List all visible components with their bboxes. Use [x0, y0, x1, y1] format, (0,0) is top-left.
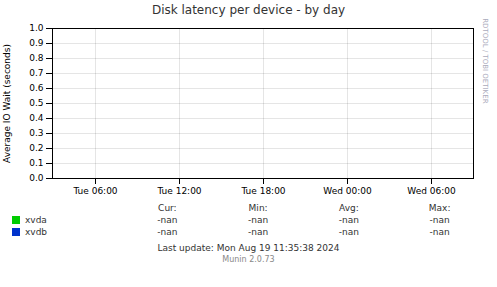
html-text:xvda: xvda [25, 215, 47, 225]
html-text:-nan: -nan [429, 227, 450, 237]
svg-text:0.4: 0.4 [29, 113, 44, 123]
html-text:-nan: -nan [157, 227, 178, 237]
html-text:-nan: -nan [338, 227, 359, 237]
svg-text:Average IO Wait (seconds): Average IO Wait (seconds) [2, 44, 12, 163]
svg-text:Wed 06:00: Wed 06:00 [407, 186, 456, 196]
svg-text:Wed 00:00: Wed 00:00 [323, 186, 372, 196]
html-text:-nan: -nan [338, 215, 359, 225]
html-text:Cur:: Cur: [158, 203, 177, 213]
svg-text:Tue 12:00: Tue 12:00 [156, 186, 201, 196]
html-text:-nan: -nan [248, 227, 269, 237]
html-text:-nan: -nan [248, 215, 269, 225]
svg-text:RRDTOOL / TOBI OETIKER: RRDTOOL / TOBI OETIKER [481, 18, 489, 104]
svg-text:0.7: 0.7 [29, 68, 43, 78]
html-text:-nan: -nan [429, 215, 450, 225]
html-text:-nan: -nan [157, 215, 178, 225]
html-text:Munin 2.0.73: Munin 2.0.73 [222, 255, 275, 264]
svg-text:Tue 06:00: Tue 06:00 [72, 186, 117, 196]
html-text:Disk latency per device - by d: Disk latency per device - by day [151, 3, 346, 17]
svg-text:0.5: 0.5 [29, 98, 43, 108]
svg-text:0.1: 0.1 [29, 158, 43, 168]
svg-text:0.9: 0.9 [29, 38, 44, 48]
html-text:xvdb: xvdb [25, 227, 48, 237]
svg-text:0.8: 0.8 [29, 53, 44, 63]
html-text:Last update: Mon Aug 19 11:35:: Last update: Mon Aug 19 11:35:38 2024 [157, 243, 340, 253]
svg-text:0.3: 0.3 [29, 128, 43, 138]
svg-text:0.2: 0.2 [29, 143, 43, 153]
svg-text:Tue 18:00: Tue 18:00 [240, 186, 285, 196]
html-text:Min:: Min: [248, 203, 268, 213]
svg-text:0.6: 0.6 [29, 83, 44, 93]
html-text:Max:: Max: [428, 203, 451, 213]
svg-text:0.0: 0.0 [29, 173, 44, 183]
svg-text:1.0: 1.0 [29, 23, 44, 33]
html-text:Avg:: Avg: [339, 203, 359, 213]
